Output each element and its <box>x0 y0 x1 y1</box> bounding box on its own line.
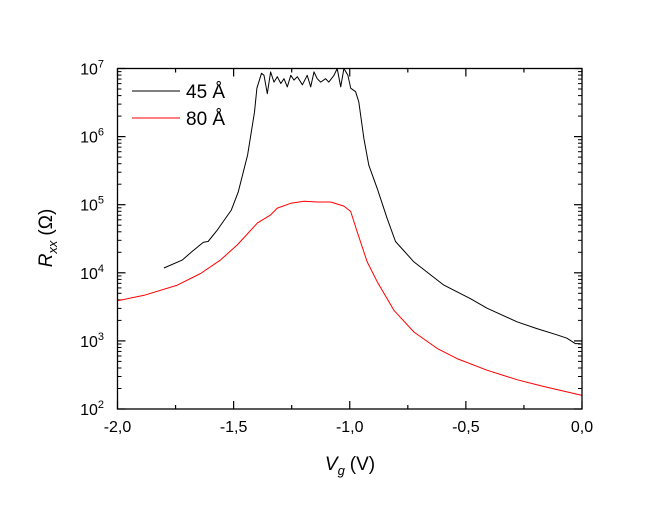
y-tick-exponent: 2 <box>98 399 104 411</box>
x-tick-label: -0,5 <box>452 419 480 436</box>
series-lines <box>117 68 583 396</box>
x-tick-label: 0,0 <box>571 419 593 436</box>
y-axis-unit: (Ω) <box>36 209 57 236</box>
legend-label-45: 45 Å <box>186 82 225 103</box>
y-tick-exponent: 5 <box>98 195 104 207</box>
y-tick-label: 106 <box>80 127 104 147</box>
x-axis-symbol: V <box>325 454 340 475</box>
y-tick-base: 10 <box>80 130 98 147</box>
legend: 45 Å 80 Å <box>132 82 225 130</box>
y-axis-subscript: xx <box>45 240 60 255</box>
y-tick-base: 10 <box>80 334 98 351</box>
y-tick-label: 104 <box>80 263 104 283</box>
y-tick-base: 10 <box>80 402 98 419</box>
x-tick-label: -1,5 <box>220 419 248 436</box>
x-tick-label: -2,0 <box>104 419 132 436</box>
y-tick-label: 105 <box>80 195 104 215</box>
x-tick-labels: -2,0 -1,5 -1,0 -0,5 0,0 <box>104 419 594 436</box>
series-line-80 <box>117 200 583 396</box>
y-tick-exponent: 6 <box>98 127 104 139</box>
x-axis-label: Vg (V) <box>325 454 375 478</box>
x-axis-unit: (V) <box>350 454 375 475</box>
axis-ticks <box>116 67 583 410</box>
y-axis-label: Rxx (Ω) <box>36 209 60 268</box>
y-tick-exponent: 7 <box>98 59 104 71</box>
y-tick-base: 10 <box>80 62 98 79</box>
y-tick-label: 103 <box>80 331 104 351</box>
x-tick-label: -1,0 <box>336 419 364 436</box>
y-tick-label: 102 <box>80 399 104 419</box>
y-tick-exponent: 4 <box>98 263 104 275</box>
legend-label-80: 80 Å <box>186 109 225 130</box>
y-axis-symbol: R <box>36 253 57 267</box>
y-tick-label: 107 <box>80 59 104 79</box>
y-tick-exponent: 3 <box>98 331 104 343</box>
x-axis-subscript: g <box>338 463 346 478</box>
y-tick-base: 10 <box>80 198 98 215</box>
y-tick-base: 10 <box>80 266 98 283</box>
plot-frame <box>116 67 583 410</box>
series-line-45 <box>163 68 581 345</box>
